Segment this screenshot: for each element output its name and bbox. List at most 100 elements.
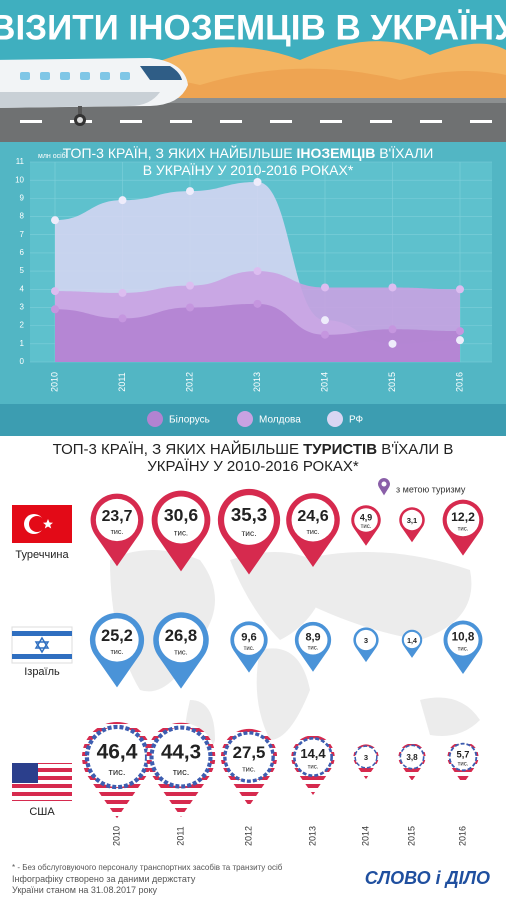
runway-edge (0, 98, 506, 103)
x-tick-label: 2014 (319, 372, 329, 392)
pin-face (448, 742, 478, 772)
value-label: 4,9 (360, 513, 372, 523)
pin-face (403, 631, 421, 649)
y-tick-label: 10 (15, 175, 24, 184)
data-point (388, 325, 397, 334)
chart-title: ТОП-3 КРАЇН, З ЯКИХ НАЙБІЛЬШЕ ІНОЗЕМЦІВ … (58, 145, 438, 179)
value-label: 12,2 (451, 510, 475, 524)
row-label: Ізраїль (24, 666, 60, 678)
unit-label: тис. (244, 646, 255, 652)
data-point (186, 187, 194, 196)
value-label: 27,5 (233, 743, 266, 762)
y-tick-label: 8 (20, 212, 25, 221)
data-point (456, 285, 464, 294)
y-tick-label: 2 (20, 321, 25, 330)
y-axis-label: млн осіб (38, 152, 66, 160)
x-tick-label: 2011 (117, 372, 127, 391)
pin-face (158, 617, 204, 663)
pin-face (234, 625, 264, 655)
legend-pin-hole (381, 481, 387, 487)
data-point (456, 336, 464, 345)
data-point (51, 216, 59, 225)
y-tick-label: 3 (20, 303, 25, 312)
row-label: США (29, 806, 55, 818)
value-label: 26,8 (165, 626, 197, 645)
data-point (321, 330, 329, 339)
data-point (118, 196, 127, 205)
value-label: 10,8 (452, 631, 475, 644)
value-label: 44,3 (161, 740, 201, 763)
legend-pin (378, 478, 390, 496)
data-point (253, 299, 262, 308)
title-part: В'ЇХАЛИ В УКРАЇНУ У 2010-2016 РОКАХ* (142, 145, 434, 178)
pin-face (293, 737, 333, 777)
pin-face (446, 503, 480, 537)
unit-label: тис. (458, 762, 469, 768)
pin-face (95, 498, 139, 542)
data-point (456, 327, 464, 336)
unit-label: тис. (111, 528, 124, 536)
x-tick-label: 2013 (307, 826, 317, 846)
pin-face (298, 625, 328, 655)
unit-label: тис. (458, 527, 469, 533)
unit-label: тис. (307, 527, 320, 536)
x-tick-label: 2015 (406, 826, 416, 846)
value-label: 8,9 (305, 632, 320, 644)
value-label: 30,6 (164, 505, 198, 525)
data-point (321, 316, 329, 325)
unit-label: тис. (174, 528, 188, 537)
title-part: ТОП-3 КРАЇН, З ЯКИХ НАЙБІЛЬШЕ (62, 145, 297, 161)
value-label: 35,3 (231, 504, 267, 525)
y-tick-label: 4 (20, 284, 25, 293)
area-chart: 0 1 2 3 4 5 6 7 8 9 10 11 млн осіб 2010 2011 2012 2013 20… (15, 152, 492, 427)
pin-face (354, 745, 378, 769)
legend-swatch (327, 411, 343, 427)
pin-face (399, 744, 425, 770)
value-label: 25,2 (101, 627, 133, 645)
pin-face (291, 498, 335, 542)
value-label: 23,7 (102, 508, 133, 525)
y-tick-label: 1 (20, 339, 25, 348)
x-tick-label: 2016 (457, 826, 467, 846)
plane (0, 58, 188, 126)
pin-face (223, 731, 275, 783)
legend-label: Білорусь (169, 415, 210, 426)
title-part: ІНОЗЕМЦІВ (296, 145, 376, 161)
area (55, 303, 460, 362)
value-label: 3 (364, 636, 368, 645)
data-point (118, 288, 127, 297)
unit-label: тис. (308, 646, 319, 652)
unit-label: тис. (242, 765, 256, 774)
legend-label: з метою туризму (396, 484, 466, 494)
title-part: ТОП-3 КРАЇН, З ЯКИХ НАЙБІЛЬШЕ (52, 441, 304, 458)
x-tick-label: 2011 (175, 826, 185, 845)
y-tick-label: 6 (20, 248, 25, 257)
data-point (51, 287, 59, 296)
x-tick-label: 2010 (49, 372, 59, 392)
legend-swatch (237, 411, 253, 427)
data-point (186, 281, 194, 290)
data-point (118, 314, 127, 323)
pin-face (224, 495, 274, 545)
y-tick-label: 0 (20, 357, 25, 366)
x-tick-label: 2014 (360, 826, 370, 846)
page-title: ВІЗИТИ ІНОЗЕМЦІВ В УКРАЇНУ (0, 8, 506, 47)
flag-usa (12, 763, 72, 801)
chart-title: ТОП-3 КРАЇН, З ЯКИХ НАЙБІЛЬШЕ ТУРИСТІВ В… (38, 441, 468, 475)
value-label: 1,4 (407, 638, 417, 645)
pin-face (157, 496, 205, 544)
value-label: 3,8 (406, 753, 418, 762)
unit-label: тис. (241, 528, 256, 538)
flag-turkey (12, 505, 72, 543)
pin-face (95, 618, 139, 662)
y-tick-label: 5 (20, 266, 25, 275)
value-label: 3,1 (407, 516, 418, 525)
pin-face (401, 509, 423, 531)
x-tick-label: 2013 (252, 372, 262, 392)
pin-face (354, 508, 378, 532)
data-point (253, 267, 262, 276)
pin-face (149, 725, 213, 789)
unit-label: тис. (361, 524, 372, 530)
